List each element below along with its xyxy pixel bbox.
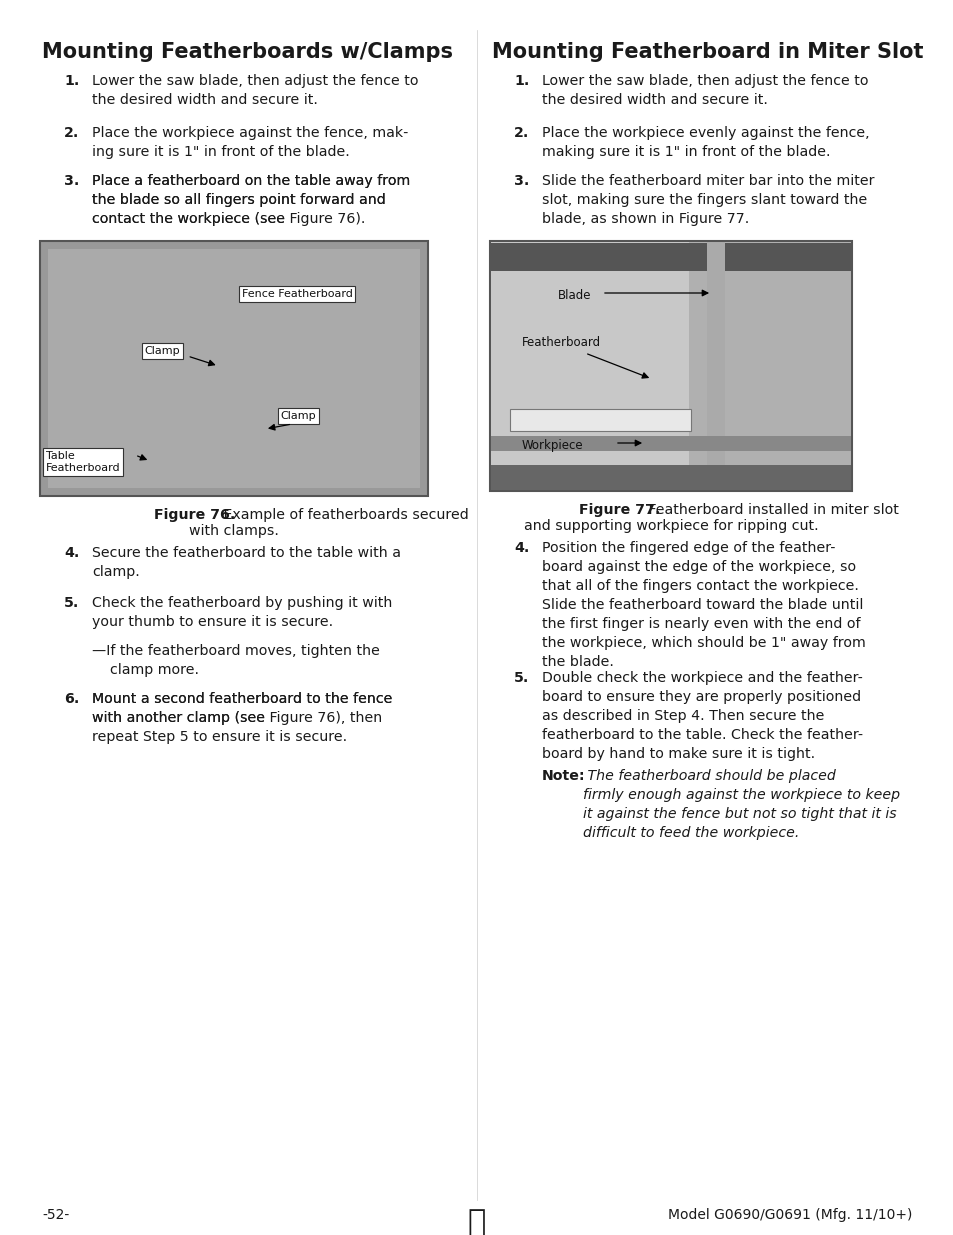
Text: 4.: 4.: [514, 541, 529, 555]
Text: 6.: 6.: [64, 692, 79, 706]
Text: —If the featherboard moves, tighten the
    clamp more.: —If the featherboard moves, tighten the …: [91, 643, 379, 677]
Text: Note:: Note:: [541, 769, 585, 783]
Text: Lower the saw blade, then adjust the fence to
the desired width and secure it.: Lower the saw blade, then adjust the fen…: [91, 74, 418, 107]
Text: Mounting Featherboard in Miter Slot: Mounting Featherboard in Miter Slot: [492, 42, 923, 62]
Text: Position the fingered edge of the feather-
board against the edge of the workpie: Position the fingered edge of the feathe…: [541, 541, 864, 668]
Text: 1.: 1.: [64, 74, 79, 88]
Text: contact the workpiece (see Figure 76).: contact the workpiece (see Figure 76).: [91, 206, 365, 220]
Text: 2.: 2.: [64, 126, 79, 140]
Text: Check the featherboard by pushing it with
your thumb to ensure it is secure.: Check the featherboard by pushing it wit…: [91, 597, 392, 629]
Text: 2.: 2.: [514, 126, 529, 140]
Bar: [490, 241, 851, 492]
Text: 4.: 4.: [64, 546, 79, 559]
Text: Slide the featherboard miter bar into the miter
slot, making sure the fingers sl: Slide the featherboard miter bar into th…: [541, 174, 874, 226]
Bar: [510, 409, 690, 431]
Text: Clamp: Clamp: [145, 346, 180, 356]
Text: with clamps.: with clamps.: [189, 524, 278, 538]
Text: Mount a second featherboard to the fence
with another clamp (see: Mount a second featherboard to the fence…: [91, 692, 392, 725]
Text: Workpiece: Workpiece: [521, 438, 583, 452]
Bar: [491, 243, 850, 270]
Text: Lower the saw blade, then adjust the fence to
the desired width and secure it.: Lower the saw blade, then adjust the fen…: [541, 74, 867, 107]
Text: 1.: 1.: [514, 74, 529, 88]
Text: Place the workpiece against the fence, mak-
ing sure it is 1" in front of the bl: Place the workpiece against the fence, m…: [91, 126, 408, 159]
Text: Table
Featherboard: Table Featherboard: [46, 451, 120, 473]
Text: Place a featherboard on the table away from
the blade so all fingers point forwa: Place a featherboard on the table away f…: [91, 174, 410, 226]
Text: Blade: Blade: [558, 289, 591, 303]
Text: Figure 76.: Figure 76.: [153, 508, 235, 522]
Text: Example of featherboards secured: Example of featherboards secured: [219, 508, 468, 522]
Bar: [688, 242, 850, 490]
Text: 5.: 5.: [64, 597, 79, 610]
Text: Featherboard installed in miter slot: Featherboard installed in miter slot: [643, 503, 898, 517]
Text: Mounting Featherboards w/Clamps: Mounting Featherboards w/Clamps: [42, 42, 453, 62]
Text: Figure 77.: Figure 77.: [578, 503, 659, 517]
Bar: [706, 242, 724, 490]
Text: Fence Featherboard: Fence Featherboard: [241, 289, 353, 299]
Text: -52-: -52-: [42, 1208, 70, 1221]
Text: 3.: 3.: [514, 174, 529, 188]
Text: Secure the featherboard to the table with a
clamp.: Secure the featherboard to the table wit…: [91, 546, 400, 579]
Text: Model G0690/G0691 (Mfg. 11/10+): Model G0690/G0691 (Mfg. 11/10+): [667, 1208, 911, 1221]
Bar: [40, 241, 428, 496]
Bar: [491, 436, 850, 451]
Text: The featherboard should be placed
firmly enough against the workpiece to keep
it: The featherboard should be placed firmly…: [582, 769, 900, 840]
Text: 3.: 3.: [64, 174, 79, 188]
Text: Place a featherboard on the table away from
the blade so all fingers point forwa: Place a featherboard on the table away f…: [91, 174, 410, 226]
Text: and supporting workpiece for ripping cut.: and supporting workpiece for ripping cut…: [523, 519, 818, 534]
Bar: [48, 249, 419, 488]
Text: Double check the workpiece and the feather-
board to ensure they are properly po: Double check the workpiece and the feath…: [541, 671, 862, 761]
Text: Clamp: Clamp: [280, 411, 315, 421]
Text: Place the workpiece evenly against the fence,
making sure it is 1" in front of t: Place the workpiece evenly against the f…: [541, 126, 869, 159]
Text: Mount a second featherboard to the fence
with another clamp (see Figure 76), the: Mount a second featherboard to the fence…: [91, 692, 392, 743]
Text: 5.: 5.: [514, 671, 529, 685]
Bar: [491, 242, 689, 490]
Text: 🐻: 🐻: [467, 1208, 486, 1235]
Bar: [491, 466, 850, 490]
Text: Featherboard: Featherboard: [521, 336, 600, 350]
